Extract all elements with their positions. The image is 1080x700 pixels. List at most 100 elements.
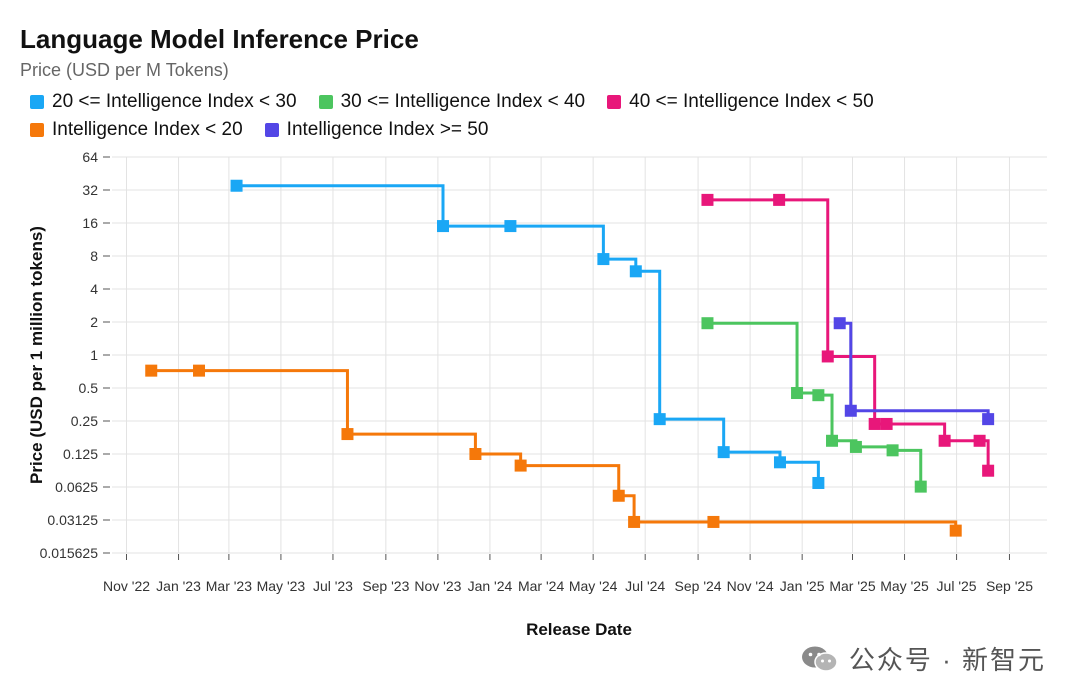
legend-row-2: Intelligence Index < 20 Intelligence Ind…	[30, 116, 1030, 144]
data-point[interactable]	[629, 265, 642, 278]
data-point[interactable]	[826, 434, 839, 447]
x-tick-label: Jul '25	[937, 578, 977, 594]
data-point[interactable]	[612, 489, 625, 502]
data-point[interactable]	[982, 413, 995, 426]
data-point[interactable]	[193, 364, 206, 377]
data-point[interactable]	[812, 389, 825, 402]
data-point[interactable]	[341, 428, 354, 441]
chart-subtitle: Price (USD per M Tokens)	[20, 60, 229, 80]
y-tick-label: 4	[90, 281, 98, 297]
data-point[interactable]	[821, 350, 834, 363]
data-point[interactable]	[791, 387, 804, 400]
data-point[interactable]	[628, 515, 641, 528]
data-point[interactable]	[469, 448, 482, 460]
x-axis: Nov '22 Jan '23 Mar '23 May '23 Jul '23 Sep '…	[103, 554, 1033, 594]
legend-label: Intelligence Index < 20	[52, 119, 243, 140]
data-point[interactable]	[504, 220, 517, 233]
legend-swatch	[30, 123, 44, 137]
x-tick-label: Sep '25	[986, 578, 1033, 594]
legend-swatch	[264, 123, 279, 137]
y-tick-label: 0.015625	[40, 545, 99, 561]
y-tick-label: 16	[82, 215, 98, 231]
grid-lines	[112, 156, 1047, 554]
legend-item[interactable]: Intelligence Index < 20	[30, 119, 243, 141]
y-axis: 64 32 16 8 4 2 1 0.5 0.25 0.125 0.0625 0.03125 0.015…	[40, 149, 110, 561]
data-point[interactable]	[145, 364, 158, 377]
data-point[interactable]	[982, 464, 995, 477]
x-tick-label: Sep '23	[362, 578, 409, 594]
legend-swatch	[318, 95, 333, 109]
data-point[interactable]	[812, 476, 825, 489]
data-point[interactable]	[230, 179, 243, 192]
x-tick-label: May '24	[569, 578, 618, 594]
legend-row-1: 20 <= Intelligence Index < 30 30 <= Inte…	[30, 88, 1030, 116]
y-tick-label: 32	[82, 182, 98, 198]
data-point[interactable]	[868, 417, 881, 430]
series-layer	[145, 179, 995, 537]
series-group	[701, 193, 995, 477]
x-tick-label: Mar '23	[206, 578, 252, 594]
legend-label: Intelligence Index >= 50	[286, 119, 489, 140]
data-point[interactable]	[949, 524, 962, 537]
y-tick-label: 1	[90, 347, 98, 363]
x-tick-label: Sep '24	[675, 578, 722, 594]
series-group	[833, 317, 995, 426]
wechat-icon	[801, 646, 838, 672]
data-point[interactable]	[886, 444, 899, 457]
data-point[interactable]	[833, 317, 846, 330]
data-point[interactable]	[707, 515, 720, 528]
data-point[interactable]	[514, 459, 527, 472]
y-tick-label: 0.25	[71, 413, 98, 429]
data-point[interactable]	[701, 193, 714, 206]
chart-legend: 20 <= Intelligence Index < 30 30 <= Inte…	[30, 88, 1030, 144]
data-point[interactable]	[597, 253, 610, 266]
x-tick-label: Jul '23	[313, 578, 353, 594]
data-point[interactable]	[653, 413, 666, 426]
data-point[interactable]	[914, 480, 927, 493]
y-tick-label: 0.0625	[55, 479, 98, 495]
series-line	[707, 198, 990, 471]
x-tick-label: Jan '23	[156, 578, 201, 594]
y-axis-label: Price (USD per 1 million tokens)	[27, 226, 46, 484]
x-tick-label: May '25	[880, 578, 929, 594]
x-axis-label: Release Date	[526, 620, 632, 639]
y-tick-label: 64	[82, 149, 98, 165]
x-tick-label: Mar '25	[829, 578, 875, 594]
data-point[interactable]	[773, 193, 786, 206]
data-point[interactable]	[844, 404, 857, 417]
legend-item[interactable]: 40 <= Intelligence Index < 50	[607, 91, 874, 113]
watermark-text: 公众号 · 新智元	[848, 645, 1046, 675]
legend-label: 40 <= Intelligence Index < 50	[629, 91, 874, 112]
x-tick-label: Jan '24	[468, 578, 513, 594]
series-line	[151, 369, 958, 531]
series-group	[230, 179, 825, 489]
data-point[interactable]	[938, 434, 951, 447]
x-tick-label: Nov '23	[414, 578, 461, 594]
y-tick-label: 8	[90, 248, 98, 264]
data-point[interactable]	[849, 440, 862, 453]
data-point[interactable]	[701, 317, 714, 330]
data-point[interactable]	[773, 456, 786, 469]
data-point[interactable]	[973, 434, 986, 447]
x-tick-label: Nov '24	[727, 578, 774, 594]
legend-item[interactable]: 30 <= Intelligence Index < 40	[318, 91, 585, 113]
chart-title: Language Model Inference Price	[20, 24, 419, 54]
data-point[interactable]	[437, 220, 450, 233]
y-tick-label: 0.03125	[47, 512, 98, 528]
x-tick-label: Mar '24	[518, 578, 564, 594]
legend-swatch	[607, 95, 622, 109]
y-tick-label: 0.125	[63, 446, 98, 462]
series-group	[701, 317, 927, 493]
series-group	[145, 364, 962, 537]
legend-item[interactable]: 20 <= Intelligence Index < 30	[30, 91, 297, 113]
x-tick-label: Jan '25	[780, 578, 825, 594]
x-tick-label: May '23	[257, 578, 306, 594]
data-point[interactable]	[880, 417, 893, 430]
y-tick-label: 2	[90, 314, 98, 330]
x-tick-label: Jul '24	[625, 578, 665, 594]
series-line	[839, 321, 990, 420]
legend-item[interactable]: Intelligence Index >= 50	[264, 119, 489, 141]
data-point[interactable]	[717, 446, 730, 459]
x-tick-label: Nov '22	[103, 578, 150, 594]
